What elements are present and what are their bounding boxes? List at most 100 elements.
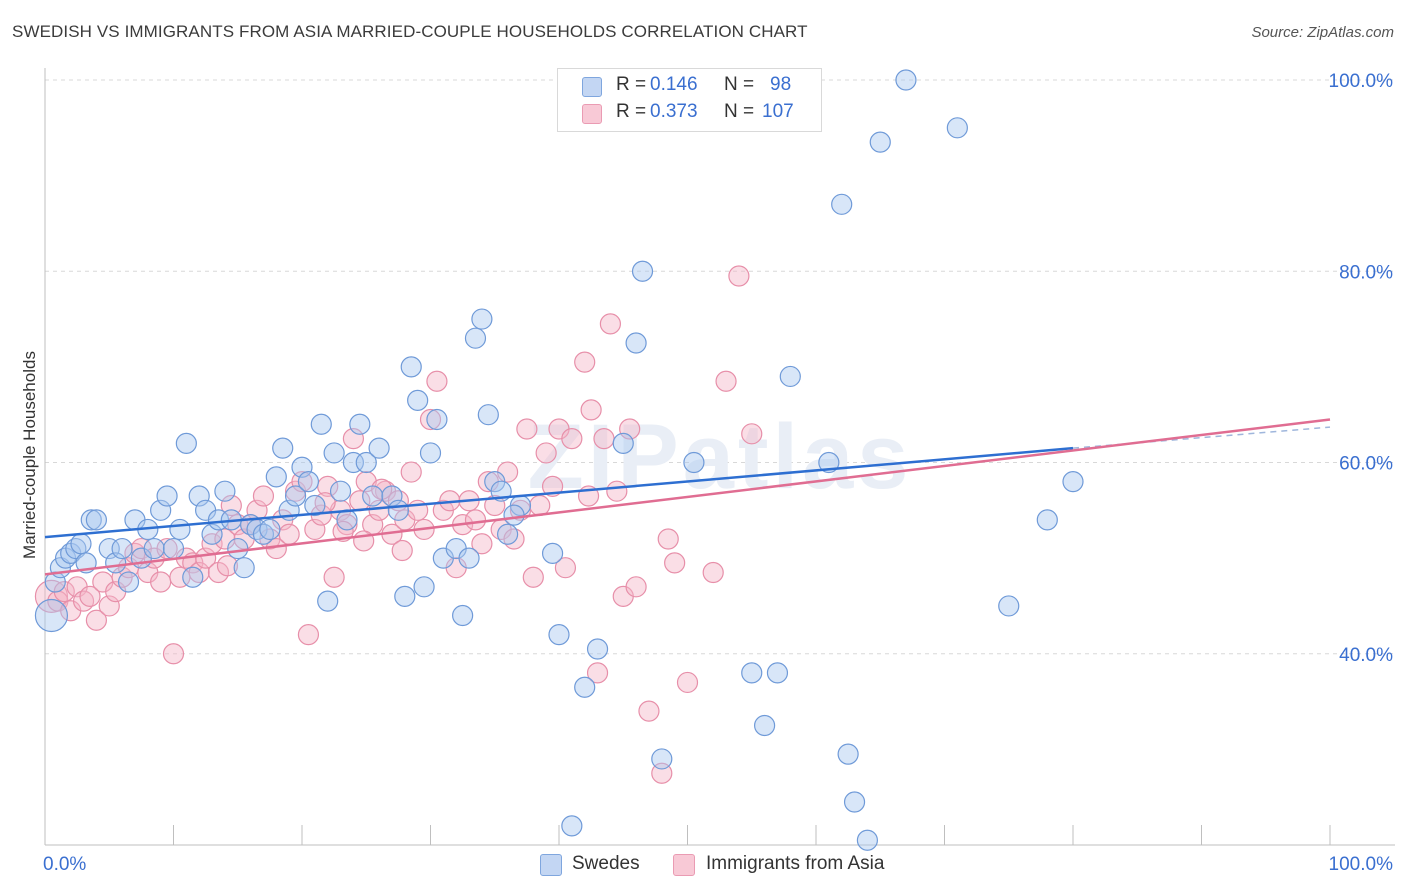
swedes-point bbox=[452, 604, 474, 627]
asia-point bbox=[541, 475, 564, 498]
x-tick-label-min: 0.0% bbox=[43, 854, 86, 875]
legend-r-value-swedes: 0.146 bbox=[650, 74, 698, 95]
swedes-point bbox=[856, 829, 879, 851]
asia-point bbox=[599, 313, 622, 335]
asia-point bbox=[332, 520, 354, 542]
asia-point bbox=[34, 579, 69, 613]
asia-point bbox=[702, 561, 724, 584]
swedes-trend-extension bbox=[1072, 426, 1331, 449]
swedes-point bbox=[651, 748, 673, 770]
asia-point bbox=[471, 533, 493, 555]
swedes-point bbox=[464, 327, 487, 349]
swedes-point bbox=[329, 480, 352, 502]
asia-point bbox=[593, 427, 615, 450]
asia-point bbox=[638, 700, 660, 722]
asia-point bbox=[664, 552, 686, 574]
swedes-point bbox=[741, 662, 763, 684]
swedes-point bbox=[342, 451, 364, 474]
swedes-point bbox=[625, 332, 647, 354]
swedes-point bbox=[182, 566, 204, 588]
asia-point bbox=[391, 539, 413, 562]
legend-n-label: N = bbox=[724, 74, 755, 95]
asia-point bbox=[606, 480, 628, 502]
swedes-point bbox=[631, 260, 654, 282]
swedes-point bbox=[843, 791, 866, 813]
asia-point bbox=[586, 662, 609, 684]
trend-lines bbox=[44, 418, 1331, 576]
swedes-point bbox=[317, 590, 339, 612]
bottom-legend-label-asia: Immigrants from Asia bbox=[706, 853, 885, 874]
asia-point bbox=[79, 585, 101, 607]
asia-point bbox=[715, 370, 737, 392]
legend-n-value-asia: 107 bbox=[762, 101, 794, 122]
swedes-point bbox=[574, 676, 596, 698]
asia-point bbox=[529, 494, 551, 517]
swedes-point bbox=[394, 585, 416, 607]
asia-point bbox=[676, 671, 699, 694]
bottom-legend-swatch-asia bbox=[673, 854, 695, 876]
swedes-point bbox=[70, 533, 92, 555]
swedes-point bbox=[998, 595, 1020, 617]
bottom-legend-label-swedes: Swedes bbox=[572, 853, 640, 874]
swedes-point bbox=[766, 662, 789, 684]
swedes-point bbox=[895, 69, 917, 91]
swedes-point bbox=[175, 432, 197, 454]
swedes-point bbox=[612, 432, 634, 454]
asia-point bbox=[150, 571, 172, 593]
asia-point bbox=[400, 461, 422, 483]
swedes-point bbox=[80, 509, 102, 531]
swedes-point bbox=[336, 509, 358, 531]
swedes-point bbox=[387, 499, 409, 521]
axes bbox=[44, 68, 1395, 846]
swedes-point bbox=[586, 638, 609, 660]
swedes-point bbox=[310, 413, 332, 435]
swedes-point bbox=[503, 504, 525, 526]
swedes-point bbox=[284, 485, 307, 507]
swedes-point bbox=[1062, 471, 1084, 493]
legend-n-value-swedes: 98 bbox=[770, 74, 792, 95]
swedes-point bbox=[548, 624, 570, 646]
swedes-point bbox=[111, 537, 133, 560]
swedes-point bbox=[323, 442, 345, 464]
swedes-point bbox=[413, 576, 435, 598]
asia-point bbox=[162, 643, 185, 665]
asia-point bbox=[741, 423, 763, 445]
swedes-point bbox=[117, 571, 140, 593]
x-tick-label-max: 100.0% bbox=[1329, 854, 1394, 875]
swedes-point bbox=[1036, 509, 1058, 531]
asia-point bbox=[580, 399, 602, 421]
legend-r-value-asia: 0.373 bbox=[650, 101, 698, 122]
asia-point bbox=[728, 265, 750, 287]
swedes-point bbox=[265, 466, 287, 488]
swedes-point bbox=[214, 480, 236, 502]
asia-point bbox=[574, 351, 596, 373]
swedes-point bbox=[355, 451, 377, 474]
asia-point bbox=[323, 566, 345, 588]
y-axis-label: Married-couple Households bbox=[20, 351, 39, 559]
asia-point bbox=[554, 557, 577, 579]
swedes-point bbox=[362, 485, 384, 507]
swedes-point bbox=[471, 308, 493, 330]
legend-swatch-swedes bbox=[582, 77, 602, 97]
swedes-point bbox=[753, 714, 776, 737]
legend-row-swedes: R = 0.146 N = 98 bbox=[558, 73, 821, 99]
asia-point bbox=[419, 408, 442, 431]
asia-point bbox=[535, 442, 557, 464]
legend-r-label: R = bbox=[616, 74, 647, 95]
asia-point bbox=[336, 514, 358, 536]
swedes-point bbox=[297, 471, 320, 493]
swedes-point bbox=[162, 537, 185, 560]
legend-n-label: N = bbox=[724, 101, 755, 122]
asia-point bbox=[561, 427, 583, 450]
correlation-legend: R = 0.146 N = 98 R = 0.373 N = 107 bbox=[557, 68, 822, 132]
swedes-point bbox=[259, 518, 281, 541]
chart-title: SWEDISH VS IMMIGRANTS FROM ASIA MARRIED-… bbox=[12, 22, 808, 41]
swedes-point bbox=[818, 451, 840, 474]
swedes-point bbox=[272, 437, 294, 459]
swedes-point bbox=[426, 408, 448, 431]
swedes-point bbox=[143, 537, 165, 560]
asia-point bbox=[216, 555, 239, 577]
swedes-point bbox=[683, 451, 705, 474]
swedes-point bbox=[946, 117, 968, 139]
